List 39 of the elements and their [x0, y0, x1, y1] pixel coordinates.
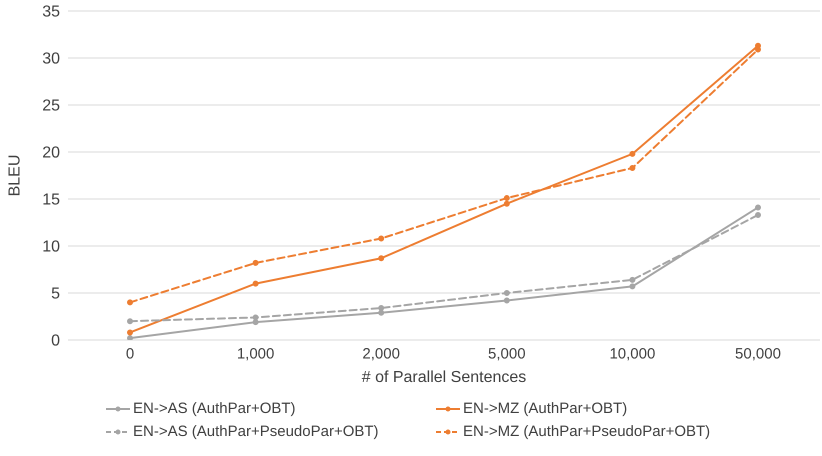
y-tick-label: 15 [42, 192, 60, 209]
legend-label: EN->AS (AuthPar+OBT) [133, 400, 296, 417]
y-tick-label: 35 [42, 4, 60, 21]
point [252, 314, 259, 320]
x-tick-label: 10,000 [609, 346, 656, 363]
point [127, 318, 133, 324]
x-tick-label: 50,000 [735, 346, 781, 363]
point [378, 255, 384, 262]
legend-label: EN->MZ (AuthPar+OBT) [463, 400, 628, 417]
point [629, 150, 636, 157]
point [252, 280, 259, 287]
x-tick-label: 2,000 [362, 346, 400, 363]
point [629, 164, 636, 171]
point [755, 204, 761, 210]
x-axis-title: # of Parallel Sentences [362, 369, 526, 386]
point [127, 299, 133, 306]
point [127, 329, 133, 336]
y-tick-label: 25 [42, 98, 60, 115]
y-tick-label: 5 [51, 286, 60, 303]
y-tick-label: 20 [42, 144, 60, 162]
point [629, 276, 636, 283]
legend-label: EN->MZ (AuthPar+PseudoPar+OBT) [463, 423, 710, 440]
x-tick-label: 1,000 [236, 346, 274, 363]
point [755, 212, 761, 218]
point [127, 335, 133, 340]
point [504, 298, 510, 304]
y-axis-title: BLEU [6, 154, 24, 196]
y-tick-label: 30 [42, 50, 60, 68]
point [504, 290, 510, 296]
point [378, 235, 384, 242]
legend-label: EN->AS (AuthPar+PseudoPar+OBT) [133, 423, 379, 440]
y-tick-label: 0 [51, 332, 60, 350]
point [504, 195, 510, 202]
x-tick-label: 0 [126, 346, 134, 363]
x-tick-label: 5,000 [488, 346, 526, 363]
y-tick-label: 10 [42, 238, 60, 256]
point [252, 260, 259, 266]
point [629, 283, 636, 290]
point [504, 200, 510, 207]
